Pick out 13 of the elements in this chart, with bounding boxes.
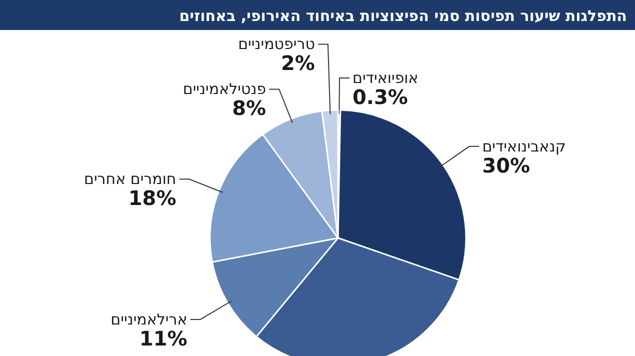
data-label: 0.3%: [352, 85, 408, 110]
slice-label: טריפטמיניים: [238, 35, 315, 54]
data-label: 18%: [128, 186, 176, 210]
data-label: 30%: [482, 153, 530, 178]
slice-label: אופיואידים: [352, 69, 418, 88]
slice-label: קנאבינואידים: [482, 137, 566, 156]
chart-title: התפלגות שיעור תפיסות סמי הפיצוציות באיחוד האירופי, באחוזים: [179, 7, 627, 25]
slice-label: חומרים אחרים: [84, 170, 176, 188]
slice-label: ארילאמיניים: [110, 310, 188, 328]
data-label: 8%: [232, 96, 266, 120]
data-label: 2%: [280, 51, 315, 76]
data-label: 11%: [139, 326, 188, 350]
slice-label: פנטילאמיניים: [182, 80, 266, 98]
